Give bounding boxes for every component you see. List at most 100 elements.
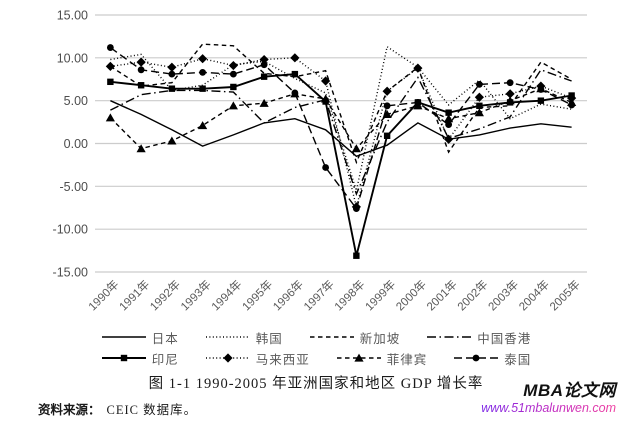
- series-line-philippines: [109, 87, 572, 150]
- series-line-hongkong: [110, 68, 572, 196]
- source-label: 资料来源：: [38, 403, 101, 417]
- triangle-marker: [444, 114, 454, 123]
- triangle-marker: [198, 121, 208, 130]
- x-axis-tick-label: 1992年: [147, 277, 183, 313]
- triangle-marker: [259, 98, 269, 107]
- triangle-marker: [136, 144, 146, 153]
- circle-marker: [568, 101, 576, 109]
- triangle-marker: [351, 144, 361, 153]
- x-axis-tick-label: 2001年: [424, 277, 460, 313]
- watermark-site-name: MBA论文网: [523, 381, 616, 400]
- square-marker: [476, 102, 483, 110]
- legend-row: 日本 韩国 新加坡 中国香港: [0, 327, 632, 347]
- legend-label-korea: 韩国: [255, 331, 283, 346]
- square-marker: [291, 70, 299, 78]
- legend-label-philippines: 菲律宾: [386, 352, 428, 367]
- series-line-japan: [110, 100, 572, 158]
- triangle-marker: [228, 101, 238, 110]
- circle-marker: [260, 61, 268, 69]
- circle-marker: [322, 164, 330, 171]
- x-axis-tick-label: 1999年: [362, 277, 398, 313]
- legend-line-sample-indonesia: [101, 354, 146, 362]
- circle-marker: [106, 44, 114, 51]
- gdp-line-chart: 15.00 10.00 5.00 0.00 -5.00 -10.00 -15.001990年…: [53, 9, 587, 313]
- y-axis-tick-label: 5.00: [64, 94, 88, 108]
- x-axis-tick-label: 2002年: [454, 277, 490, 313]
- circle-marker: [229, 70, 237, 78]
- legend-item-philippines: 菲律宾: [336, 349, 428, 368]
- x-axis-tick-label: 1994年: [208, 277, 244, 313]
- watermark-url: www.51mbalunwen.com: [481, 400, 616, 415]
- diamond-marker: [321, 76, 331, 86]
- legend-label-malaysia: 马来西亚: [255, 352, 310, 367]
- series-line-malaysia: [110, 57, 572, 208]
- diamond-marker: [382, 86, 392, 96]
- circle-marker: [352, 205, 360, 213]
- legend-line-sample-singapore: [309, 336, 354, 338]
- y-axis-tick-label: -5.00: [60, 180, 89, 194]
- circle-marker: [137, 66, 145, 74]
- legend-item-singapore: 新加坡: [309, 328, 401, 347]
- square-marker: [120, 354, 127, 362]
- legend-item-korea: 韩国: [205, 328, 283, 347]
- legend-item-thailand: 泰国: [453, 349, 531, 368]
- diamond-marker: [413, 63, 423, 73]
- source-row: 资料来源： CEIC 数据库。: [38, 399, 197, 418]
- x-axis-tick-label: 1991年: [116, 277, 152, 313]
- legend-label-indonesia: 印尼: [151, 352, 179, 367]
- legend-item-hongkong: 中国香港: [426, 328, 531, 347]
- legend-line-sample-philippines: [336, 353, 381, 362]
- y-axis-tick-label: 15.00: [57, 9, 88, 23]
- circle-marker: [506, 79, 514, 87]
- x-axis-tick-label: 2005年: [547, 277, 583, 313]
- legend-label-thailand: 泰国: [504, 352, 532, 367]
- circle-marker: [537, 86, 545, 93]
- chart-legend: 日本 韩国 新加坡 中国香港印尼 马来西亚 菲律宾 泰国: [0, 327, 632, 368]
- series-line-thailand: [109, 47, 572, 211]
- legend-item-japan: 日本: [101, 328, 179, 347]
- x-axis-tick-label: 2003年: [485, 277, 521, 313]
- series-line-singapore: [110, 43, 572, 165]
- circle-marker: [445, 121, 453, 129]
- legend-label-singapore: 新加坡: [359, 331, 401, 346]
- diamond-marker: [505, 89, 515, 99]
- circle-marker: [168, 70, 176, 78]
- series-line-korea: [110, 45, 572, 194]
- legend-row: 印尼 马来西亚 菲律宾 泰国: [0, 348, 632, 368]
- diamond-marker: [105, 61, 115, 71]
- x-axis-tick-label: 1993年: [178, 277, 214, 313]
- diamond-marker: [228, 60, 238, 71]
- diamond-marker: [136, 57, 146, 67]
- square-marker: [445, 109, 452, 116]
- y-axis-tick-label: -10.00: [53, 223, 88, 237]
- diamond-marker: [223, 353, 233, 363]
- legend-item-malaysia: 马来西亚: [205, 349, 310, 368]
- legend-line-sample-korea: [205, 336, 250, 338]
- triangle-marker: [505, 96, 515, 105]
- legend-line-sample-hongkong: [427, 336, 472, 338]
- diamond-marker: [290, 53, 300, 63]
- diamond-marker: [474, 92, 484, 102]
- y-axis-tick-label: 0.00: [64, 137, 88, 151]
- circle-marker: [414, 98, 422, 106]
- square-marker: [199, 85, 206, 92]
- source-text: CEIC 数据库。: [106, 403, 198, 417]
- square-marker: [383, 132, 391, 139]
- x-axis-tick-label: 1990年: [85, 277, 121, 313]
- triangle-marker: [105, 113, 115, 122]
- square-marker: [107, 78, 114, 86]
- diamond-marker: [444, 134, 454, 144]
- x-axis-tick-label: 1998年: [331, 277, 367, 313]
- figure-caption: 图 1-1 1990-2005 年亚洲国家和地区 GDP 增长率: [148, 376, 484, 392]
- square-marker: [353, 252, 360, 259]
- circle-marker: [199, 68, 207, 76]
- x-axis-tick-label: 2004年: [516, 277, 552, 313]
- x-axis-tick-label: 1995年: [239, 277, 275, 313]
- diamond-marker: [167, 62, 177, 72]
- square-marker: [137, 82, 145, 89]
- legend-label-japan: 日本: [151, 331, 179, 346]
- x-axis-tick-label: 1997年: [301, 277, 337, 313]
- triangle-marker: [354, 353, 364, 362]
- circle-marker: [291, 89, 299, 97]
